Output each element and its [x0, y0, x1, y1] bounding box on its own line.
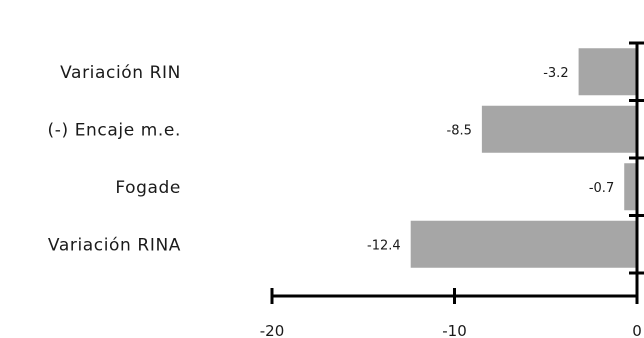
- data-labels-group: -3.2 -8.5 -0.7 -12.4: [367, 66, 614, 254]
- x-tick-label-1: -20: [260, 322, 285, 338]
- x-tick-label-3: 0: [632, 322, 642, 338]
- category-label-3: Fogade: [115, 178, 181, 198]
- data-label-1: -3.2: [543, 66, 568, 81]
- category-labels-group: Variación RIN (-) Encaje m.e. Fogade Variac…: [48, 63, 182, 256]
- x-tick-label-2: -10: [442, 322, 467, 338]
- x-ticks-group: -20 -10 0: [260, 288, 642, 338]
- bar-2: [481, 105, 637, 153]
- y-ticks-group: [629, 41, 644, 275]
- category-label-4: Variación RINA: [48, 235, 181, 255]
- bars-group: [410, 48, 637, 268]
- category-label-2: (-) Encaje m.e.: [48, 120, 182, 140]
- data-label-4: -12.4: [367, 238, 401, 253]
- bar-4: [410, 220, 637, 268]
- data-label-2: -8.5: [447, 123, 472, 138]
- bar-1: [578, 48, 637, 96]
- category-label-1: Variación RIN: [60, 63, 181, 83]
- data-label-3: -0.7: [589, 181, 614, 196]
- bar-3: [624, 163, 637, 211]
